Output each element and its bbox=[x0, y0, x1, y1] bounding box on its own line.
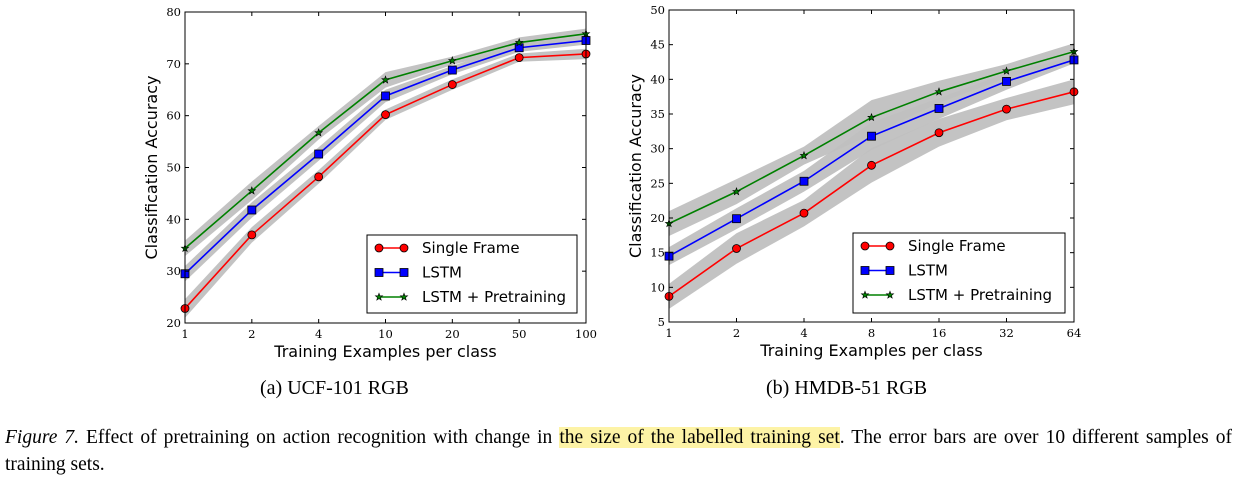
legend-marker bbox=[860, 241, 870, 251]
x-tick-label: 4 bbox=[800, 326, 807, 340]
subcaption-b: (b) HMDB-51 RGB bbox=[766, 377, 928, 399]
y-tick-label: 60 bbox=[166, 109, 181, 123]
y-tick-label: 10 bbox=[650, 280, 665, 294]
y-tick-label: 35 bbox=[650, 107, 665, 121]
data-point-2-4 bbox=[447, 56, 457, 65]
x-tick-label: 2 bbox=[733, 326, 740, 340]
legend-label: LSTM + Pretraining bbox=[422, 288, 566, 306]
legend-marker bbox=[860, 290, 870, 299]
data-point-1-3 bbox=[381, 91, 390, 101]
data-point-0-1 bbox=[247, 230, 257, 240]
legend-label: Single Frame bbox=[422, 239, 520, 257]
x-axis-label: Training Examples per class bbox=[759, 341, 982, 360]
legend-label: LSTM bbox=[422, 264, 462, 282]
data-point-0-3 bbox=[867, 160, 876, 170]
data-point-1-5 bbox=[1002, 77, 1011, 86]
data-point-0-4 bbox=[447, 80, 457, 89]
legend: Single Frame LSTM LSTM + Pretraining bbox=[366, 234, 578, 314]
y-tick-label: 50 bbox=[166, 161, 181, 175]
legend-marker bbox=[885, 241, 895, 251]
y-tick-label: 45 bbox=[650, 38, 665, 52]
y-tick-label: 80 bbox=[166, 5, 181, 19]
legend-marker bbox=[374, 268, 384, 277]
data-point-2-3 bbox=[867, 112, 876, 122]
data-point-2-3 bbox=[381, 75, 390, 84]
y-tick-label: 25 bbox=[650, 176, 665, 190]
data-point-2-2 bbox=[799, 150, 809, 160]
figure-caption: Figure 7. Effect of pretraining on actio… bbox=[5, 424, 1232, 478]
caption-highlight: the size of the labelled training set bbox=[559, 427, 840, 448]
data-point-0-1 bbox=[732, 244, 741, 253]
data-point-2-1 bbox=[732, 187, 741, 196]
y-tick-label: 70 bbox=[166, 57, 181, 71]
error-band-2 bbox=[185, 28, 586, 257]
legend-label: LSTM + Pretraining bbox=[908, 286, 1052, 304]
x-tick-label: 32 bbox=[999, 326, 1014, 340]
x-tick-label: 20 bbox=[445, 327, 460, 341]
data-point-0-4 bbox=[934, 128, 944, 138]
subcaption-a: (a) UCF-101 RGB bbox=[260, 377, 409, 399]
y-tick-label: 20 bbox=[650, 211, 665, 225]
data-point-2-1 bbox=[247, 186, 257, 195]
legend-marker bbox=[885, 290, 895, 299]
x-tick-label: 1 bbox=[665, 326, 672, 340]
x-tick-label: 10 bbox=[378, 327, 393, 341]
legend-marker bbox=[860, 266, 870, 275]
y-tick-label: 40 bbox=[166, 212, 181, 226]
chart-a: 1 2 4 10 20 50 100 20 30 40 50 60 70 80 Training Examp… bbox=[142, 5, 597, 361]
data-point-0-5 bbox=[514, 53, 524, 63]
caption-text: Effect of pretraining on action recognit… bbox=[79, 427, 560, 448]
x-tick-label: 8 bbox=[868, 326, 875, 340]
data-point-2-5 bbox=[1002, 66, 1011, 75]
legend-label: Single Frame bbox=[908, 237, 1006, 255]
legend-marker bbox=[374, 292, 384, 301]
caption-text-end: . The error bars are over 10 different s… bbox=[5, 427, 1232, 475]
y-tick-label: 20 bbox=[166, 316, 181, 330]
data-point-1-1 bbox=[732, 214, 741, 224]
data-point-0-2 bbox=[314, 172, 324, 182]
data-point-1-2 bbox=[799, 176, 809, 186]
x-tick-label: 4 bbox=[315, 327, 322, 341]
x-tick-label: 100 bbox=[575, 327, 597, 341]
chart-b: 1 2 4 8 16 32 64 5 10 15 20 25 30 35 40 45 50 Training Ex… bbox=[626, 3, 1081, 360]
x-tick-label: 64 bbox=[1067, 326, 1082, 340]
data-point-1-4 bbox=[447, 65, 457, 75]
data-point-2-4 bbox=[934, 87, 944, 96]
error-band-1 bbox=[669, 56, 1074, 266]
y-tick-label: 50 bbox=[650, 3, 665, 17]
x-axis-label: Training Examples per class bbox=[273, 342, 496, 361]
legend-marker bbox=[399, 268, 409, 277]
x-tick-label: 2 bbox=[248, 327, 255, 341]
legend-marker bbox=[399, 292, 409, 301]
data-point-1-2 bbox=[314, 149, 324, 159]
legend-marker bbox=[399, 243, 409, 253]
figure-label: Figure 7. bbox=[5, 427, 79, 448]
y-tick-label: 30 bbox=[650, 142, 665, 156]
legend-label: LSTM bbox=[908, 262, 948, 280]
data-point-1-3 bbox=[867, 131, 876, 141]
y-axis-label: Classification Accuracy bbox=[626, 74, 645, 258]
y-tick-label: 40 bbox=[650, 72, 665, 86]
data-point-0-5 bbox=[1002, 104, 1011, 114]
data-point-2-5 bbox=[514, 37, 524, 47]
data-point-0-3 bbox=[381, 110, 390, 120]
y-tick-label: 15 bbox=[650, 246, 665, 260]
data-point-0-2 bbox=[799, 208, 809, 218]
y-axis-label: Classification Accuracy bbox=[142, 76, 161, 260]
y-tick-label: 30 bbox=[166, 264, 181, 278]
data-point-1-4 bbox=[934, 104, 944, 113]
data-point-2-2 bbox=[314, 128, 324, 137]
legend-marker bbox=[374, 243, 384, 253]
legend-marker bbox=[885, 266, 895, 275]
data-point-1-5 bbox=[514, 43, 524, 53]
y-tick-label: 5 bbox=[658, 315, 665, 329]
x-tick-label: 16 bbox=[932, 326, 947, 340]
legend: Single Frame LSTM LSTM + Pretraining bbox=[852, 232, 1066, 314]
x-tick-label: 50 bbox=[512, 327, 527, 341]
data-point-1-1 bbox=[247, 205, 257, 215]
x-tick-label: 1 bbox=[181, 327, 188, 341]
